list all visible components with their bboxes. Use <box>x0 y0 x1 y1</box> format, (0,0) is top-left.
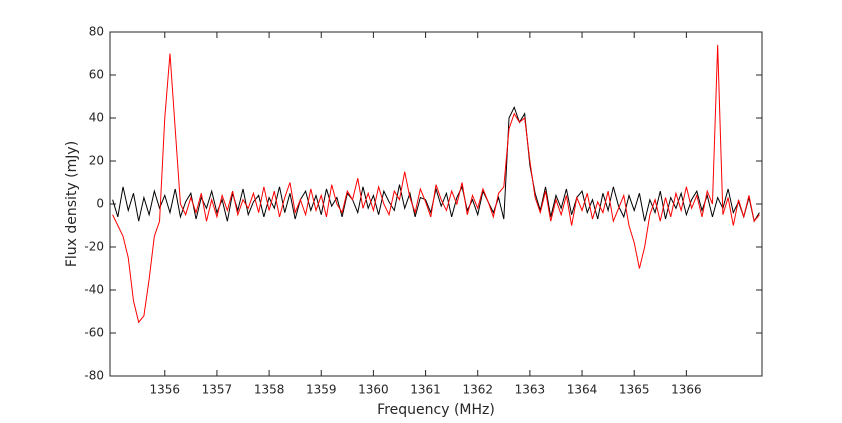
y-tick-label: 40 <box>89 111 104 125</box>
x-tick-label: 1363 <box>515 383 546 397</box>
x-tick-label: 1365 <box>619 383 650 397</box>
series-line <box>112 44 760 324</box>
x-tick-label: 1358 <box>254 383 285 397</box>
x-tick-label: 1359 <box>306 383 337 397</box>
y-tick-label: 60 <box>89 68 104 82</box>
y-tick-label: -20 <box>84 240 104 254</box>
x-tick-label: 1366 <box>671 383 702 397</box>
y-tick-label: 20 <box>89 154 104 168</box>
y-tick-label: -40 <box>84 283 104 297</box>
y-tick-label: -80 <box>84 369 104 383</box>
x-tick-label: 1357 <box>202 383 233 397</box>
x-tick-label: 1364 <box>567 383 598 397</box>
x-tick-label: 1360 <box>358 383 389 397</box>
x-tick-label: 1356 <box>149 383 180 397</box>
y-tick-label: 0 <box>96 197 104 211</box>
y-axis-label: Flux density (mJy) <box>64 141 80 267</box>
x-tick-label: 1361 <box>410 383 441 397</box>
x-tick-label: 1362 <box>462 383 493 397</box>
y-tick-label: -60 <box>84 326 104 340</box>
x-axis-label: Frequency (MHz) <box>377 402 495 418</box>
y-tick-label: 80 <box>89 25 104 39</box>
